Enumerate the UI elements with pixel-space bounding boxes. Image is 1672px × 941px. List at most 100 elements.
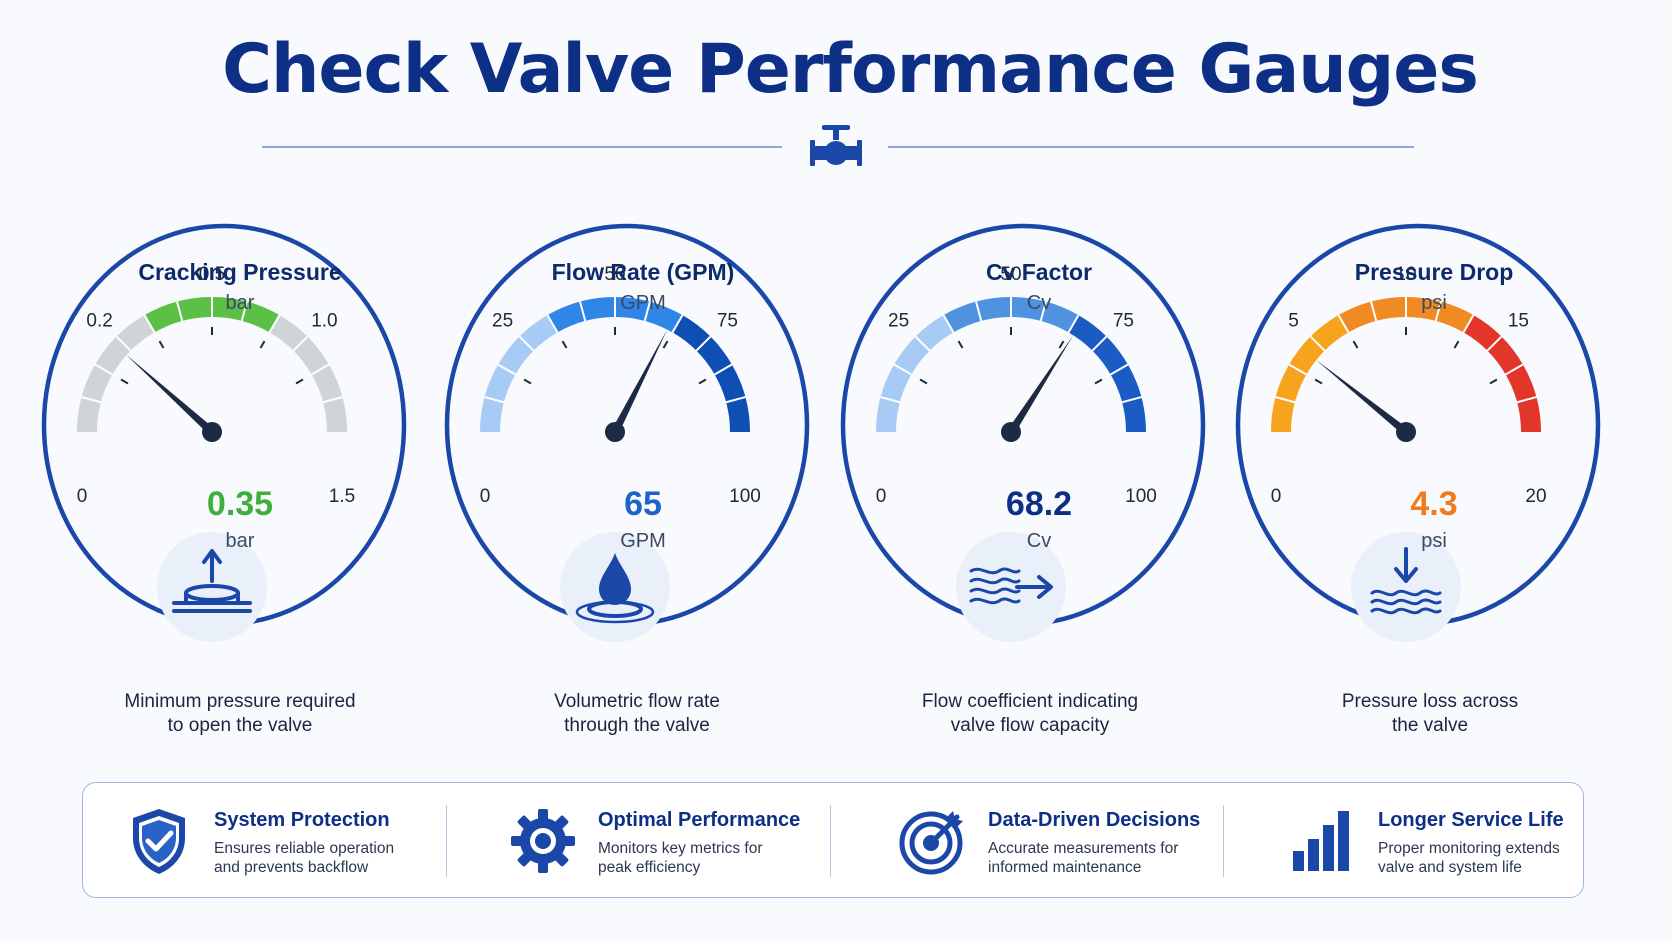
gauge-needle-hub xyxy=(1001,422,1021,442)
gauge-band-separator xyxy=(81,396,102,404)
gauge-value: 0.35 xyxy=(206,485,274,523)
gauge-band-separator xyxy=(1516,396,1537,404)
gauge-band-separator xyxy=(176,301,184,322)
benefit-data-driven-decisions: Data-Driven Decisions Accurate measureme… xyxy=(857,783,1232,897)
gauge-dial: 0 25 50 75 100 xyxy=(840,223,1206,642)
benefit-divider xyxy=(830,805,831,877)
pipe-valve-icon xyxy=(810,125,862,166)
gauge-band-separator xyxy=(240,301,248,322)
gauge-tick-label: 75 xyxy=(1113,311,1134,332)
gauge-tick-label: 0.5 xyxy=(199,264,225,285)
arrow-down-waves-icon xyxy=(1370,547,1442,615)
page-title: Check Valve Performance Gauges xyxy=(222,30,1479,109)
gauge-band-separator xyxy=(1121,396,1142,404)
gauge-tick xyxy=(1489,378,1498,385)
gauge-band-separator xyxy=(1370,301,1378,322)
gauge-tick xyxy=(1352,340,1359,349)
gauge-band-separator xyxy=(1337,314,1350,333)
gauge-needle-hub xyxy=(1396,422,1416,442)
gauge-band-separator xyxy=(546,314,559,333)
target-icon xyxy=(899,811,963,875)
gauge-zone xyxy=(269,315,347,433)
gauge-band-separator xyxy=(94,363,113,376)
gauge-band-separator xyxy=(497,363,516,376)
gauge-unit-label: bar xyxy=(225,292,255,314)
valve-disc-arrow-up-icon xyxy=(172,549,252,613)
gauge-band-separator xyxy=(1067,314,1080,333)
gauge-band-separator xyxy=(115,335,132,352)
gauge-band-separator xyxy=(1091,335,1108,352)
gauge-value-unit: Cv xyxy=(1026,530,1052,552)
bar-chart-icon xyxy=(1293,811,1349,871)
gauge-needle-hub xyxy=(605,422,625,442)
gauge-tick-label: 0 xyxy=(876,486,887,507)
gauge-tick-label: 1.5 xyxy=(329,486,355,507)
gauge-zone xyxy=(1463,315,1541,433)
gauge-band-separator xyxy=(1505,363,1524,376)
gauge-tick xyxy=(158,340,165,349)
gauge-zone xyxy=(1068,315,1146,433)
gauge-unit-label: psi xyxy=(1421,292,1447,314)
gauge-band-separator xyxy=(579,301,587,322)
description-line: valve flow capacity xyxy=(950,715,1110,736)
gauge-tick-label: 25 xyxy=(888,311,909,332)
gauge-description: Pressure loss across the valve xyxy=(1230,690,1630,738)
benefit-title: Longer Service Life xyxy=(1378,809,1564,831)
gauge-band-separator xyxy=(643,301,651,322)
gauge-icon-badge xyxy=(956,532,1066,642)
gauge-zone xyxy=(1271,315,1349,433)
gauge-tick-label: 5 xyxy=(1288,311,1299,332)
gauge-band-separator xyxy=(1486,335,1503,352)
benefit-longer-service-life: Longer Service Life Proper monitoring ex… xyxy=(1247,783,1622,897)
gauge-band-separator xyxy=(1309,335,1326,352)
gauge-needle xyxy=(1007,335,1074,435)
benefit-system-protection: System Protection Ensures reliable opera… xyxy=(83,783,458,897)
gauge-title: Cracking Pressure xyxy=(138,259,342,285)
benefit-description: Proper monitoring extends valve and syst… xyxy=(1378,840,1560,876)
gauge-flow-rate: 0 25 50 75 100 Flow Rate (GPM) GPM 65 GPM xyxy=(444,212,839,712)
gauge-band-separator xyxy=(311,363,330,376)
gauge-dial: 0 25 50 75 100 xyxy=(444,223,810,642)
gauge-tick-label: 10 xyxy=(1395,264,1416,285)
description-line: to open the valve xyxy=(167,715,313,736)
gauge-needle-hub xyxy=(202,422,222,442)
flow-arrow-icon xyxy=(969,567,1053,605)
gauge-description: Flow coefficient indicating valve flow c… xyxy=(830,690,1230,738)
gauge-band-separator xyxy=(880,396,901,404)
gear-icon xyxy=(511,809,575,873)
gauge-band-separator xyxy=(714,363,733,376)
gauge-tick-label: 0 xyxy=(77,486,88,507)
gauge-band-separator xyxy=(1110,363,1129,376)
gauge-tick-label: 25 xyxy=(492,311,513,332)
gauge-tick-label: 1.0 xyxy=(311,311,337,332)
gauge-band-separator xyxy=(1462,314,1475,333)
gauge-tick xyxy=(698,378,707,385)
gauge-value: 68.2 xyxy=(1005,485,1073,523)
gauge-value-unit: bar xyxy=(225,530,255,552)
gauge-title: Cv Factor xyxy=(985,259,1093,285)
gauge-zone xyxy=(480,315,558,433)
gauge-tick-label: 75 xyxy=(717,311,738,332)
gauge-dial: 0 5 10 15 20 xyxy=(1235,223,1601,642)
gauge-tick xyxy=(523,378,532,385)
description-line: Volumetric flow rate xyxy=(554,691,720,712)
gauge-band-separator xyxy=(1288,363,1307,376)
gauge-icon-badge xyxy=(1351,532,1461,642)
benefit-description: Monitors key metrics for peak efficiency xyxy=(598,840,763,876)
gauge-tick xyxy=(1453,340,1460,349)
benefit-title: System Protection xyxy=(214,809,390,831)
gauge-unit-label: Cv xyxy=(1026,292,1052,314)
gauge-band-separator xyxy=(671,314,684,333)
gauge-band-separator xyxy=(292,335,309,352)
gauge-band-separator xyxy=(1434,301,1442,322)
gauge-cv-factor: 0 25 50 75 100 Cv Factor Cv 68.2 Cv xyxy=(840,212,1235,712)
description-line: the valve xyxy=(1391,715,1469,736)
benefit-divider xyxy=(446,805,447,877)
gauge-tick-label: 0 xyxy=(480,486,491,507)
benefit-optimal-performance: Optimal Performance Monitors key metrics… xyxy=(467,783,842,897)
gauge-tick xyxy=(1058,340,1065,349)
gauge-title: Pressure Drop xyxy=(1354,259,1514,285)
gauge-tick-label: 100 xyxy=(1125,486,1157,507)
gauge-tick xyxy=(120,378,129,385)
